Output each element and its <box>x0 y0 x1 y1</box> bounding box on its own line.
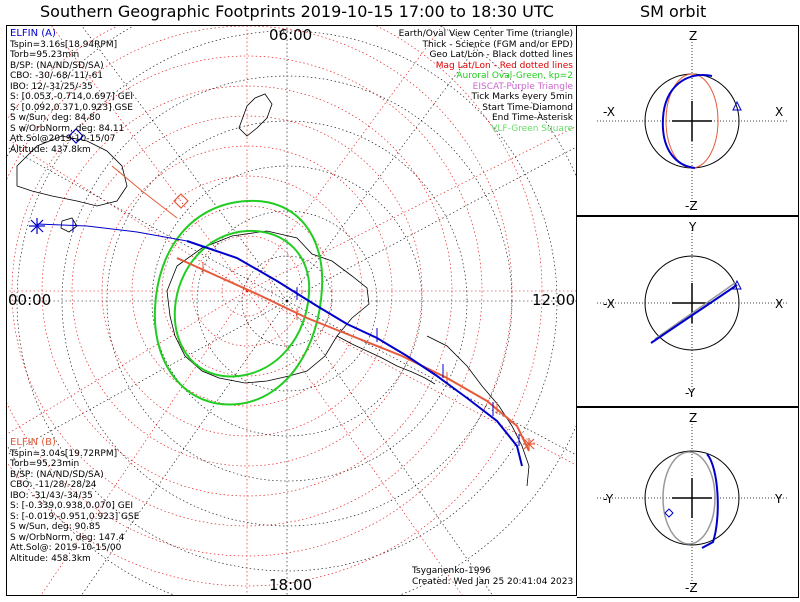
elfin-b-line: S w/OrbNorm, deg: 147.4 <box>10 532 125 543</box>
legend-item: Start Time-Diamond <box>482 102 573 113</box>
tick-marks <box>72 220 520 446</box>
legend-item: Auroral Oval-Green, kp=2 <box>456 71 573 81</box>
elfin-b-line: Tspin=3.04s[19.72RPM] <box>10 448 118 459</box>
elfin-a-line: Torb=95.23min <box>10 50 80 60</box>
footprint-map <box>7 26 576 595</box>
elfin-b-line: CBO: -11/28/-28/24 <box>10 480 97 490</box>
sm-panel-xz: Z -Z -X X <box>577 25 799 216</box>
sm-panel-yz: Z -Z -Y Y <box>577 407 799 598</box>
center-triangle-icon <box>732 100 742 111</box>
elfin-a-line: S w/OrbNorm, deg: 84.11 <box>10 123 125 134</box>
sm-xy-right-label: X <box>775 297 783 311</box>
elfin-a-line: Att.Sol@2019-10-15/07 <box>10 134 116 144</box>
sm-xz-top-label: Z <box>689 29 697 43</box>
time-label-06: 06:00 <box>269 26 313 44</box>
sm-orbit-title: SM orbit <box>640 2 707 21</box>
sm-plot-yz: Z -Z -Y Y <box>597 411 787 595</box>
sm-xy-top-label: Y <box>688 220 697 234</box>
elfin-a-name: ELFIN (A) <box>10 28 56 39</box>
antarctic-peninsula <box>336 335 436 385</box>
legend-item: End Time-Asterisk <box>491 113 573 123</box>
elfin-a-line: Tspin=3.16s[18.94RPM] <box>10 39 118 50</box>
time-label-00: 00:00 <box>8 291 52 309</box>
south-america-outline <box>426 335 530 487</box>
time-label-12: 12:00 <box>532 291 576 309</box>
end-asterisk-icon <box>29 218 45 234</box>
sm-yz-right-label: Y <box>774 492 783 506</box>
elfin-a-line: S: [0.092,0.371,0.923] GSE <box>10 102 133 113</box>
elfin-b-line: Altitude: 458.3km <box>10 553 91 564</box>
sm-yz-bottom-label: -Z <box>685 581 698 595</box>
elfin-b-line: Att.Sol@: 2019-10-15/00 <box>10 543 122 553</box>
elfin-b-line: IBO: -31/43/-34/35 <box>10 490 93 501</box>
start-diamond-icon <box>664 508 674 518</box>
elfin-a-line: Altitude: 437.8km <box>10 144 91 155</box>
auroral-oval <box>153 199 324 406</box>
elfin-a-line: S: [0.053,-0.714,0.697] GEI <box>10 92 134 102</box>
legend-item: Mag Lat/Lon - Red dotted lines <box>435 60 573 71</box>
elfin-b-track <box>111 165 535 452</box>
elfin-a-info: ELFIN (A) Tspin=3.16s[18.94RPM] Torb=95.… <box>10 28 134 155</box>
antarctica-outline <box>166 230 370 384</box>
legend-item: Thick - Science (FGM and/or EPD) <box>422 39 573 50</box>
legend-item: Earth/Oval View Center Time (triangle) <box>398 29 573 39</box>
sm-xy-bottom-label: -Y <box>685 386 696 400</box>
sm-panel-xy: Y -Y -X X <box>577 216 799 407</box>
footprint-map-panel: 06:00 00:00 12:00 18:00 Earth/Oval View … <box>6 25 577 596</box>
time-label-18: 18:00 <box>269 576 313 594</box>
legend: Earth/Oval View Center Time (triangle) T… <box>399 29 573 134</box>
sm-xy-left-label: -X <box>603 297 615 311</box>
legend-item: Geo Lat/Lon - Black dotted lines <box>429 50 573 60</box>
legend-item: EISCAT-Purple Triangle <box>472 81 573 92</box>
start-diamond-icon <box>68 128 84 144</box>
legend-item: VLF-Green Square <box>491 123 573 134</box>
credits: Tsyganenko-1996 Created: Wed Jan 25 20:4… <box>412 566 573 587</box>
elfin-b-line: B/SP: (NA/ND/SD/SA) <box>10 469 104 480</box>
elfin-a-line: B/SP: (NA/ND/SD/SA) <box>10 60 104 71</box>
sm-xz-bottom-label: -Z <box>685 199 698 213</box>
sm-xz-left-label: -X <box>603 105 615 119</box>
legend-item: Tick Marks every 5min <box>471 92 573 102</box>
geo-grid <box>7 26 576 595</box>
elfin-a-line: S w/Sun, deg: 84.80 <box>10 113 101 123</box>
elfin-b-name: ELFIN (B) <box>10 437 56 448</box>
elfin-b-line: S w/Sun, deg: 90.85 <box>10 522 101 532</box>
elfin-a-line: CBO: -30/-68/-11/-61 <box>10 71 104 81</box>
elfin-b-line: Torb=95.23min <box>10 459 80 469</box>
created-timestamp: Created: Wed Jan 25 20:41:04 2023 <box>412 576 574 587</box>
elfin-b-line: S: [-0.339,0.938,0.070] GEI <box>10 501 134 511</box>
elfin-b-line: S: [-0.019,-0.951,0.923] GSE <box>10 511 140 522</box>
australia-outline <box>16 135 128 207</box>
sm-plot-xz: Z -Z -X X <box>597 29 787 213</box>
mag-grid <box>7 26 576 595</box>
sm-plot-xy: Y -Y -X X <box>597 220 787 400</box>
sm-yz-left-label: -Y <box>603 492 614 506</box>
page-title: Southern Geographic Footprints 2019-10-1… <box>40 2 554 21</box>
sm-yz-top-label: Z <box>689 411 697 425</box>
tick-marks <box>202 262 498 414</box>
end-asterisk-icon <box>523 438 535 450</box>
elfin-a-track <box>29 128 523 467</box>
center-triangle-icon <box>732 279 742 290</box>
elfin-b-info: ELFIN (B) Tspin=3.04s[19.72RPM] Torb=95.… <box>10 437 140 564</box>
elfin-a-line: IBO: 12/-31/25/-35 <box>10 81 93 92</box>
start-diamond-icon <box>173 193 189 209</box>
sm-xz-right-label: X <box>775 105 783 119</box>
model-credit: Tsyganenko-1996 <box>412 566 491 576</box>
new-zealand-outline <box>238 93 273 137</box>
